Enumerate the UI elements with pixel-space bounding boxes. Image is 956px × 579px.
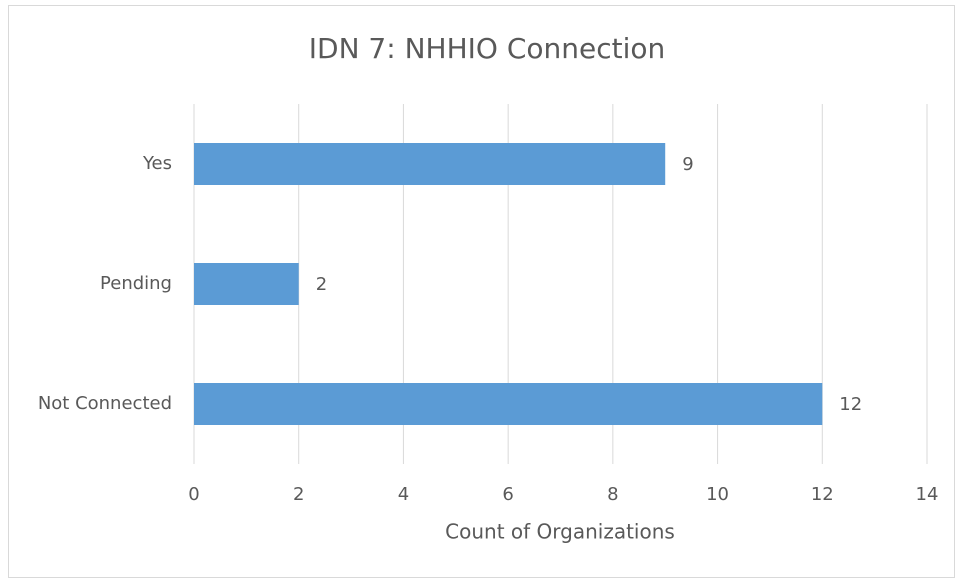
x-tick-label: 12 [811, 484, 834, 505]
x-tick-label: 2 [293, 484, 304, 505]
data-label: 9 [682, 154, 693, 175]
x-tick-label: 6 [502, 484, 513, 505]
bar [194, 263, 299, 305]
data-label: 12 [839, 394, 862, 415]
chart-title: IDN 7: NHHIO Connection [309, 32, 666, 65]
y-tick-label: Yes [142, 153, 172, 174]
y-tick-label: Pending [100, 273, 172, 294]
bar [194, 143, 666, 185]
x-tick-label: 4 [398, 484, 409, 505]
bar [194, 383, 823, 425]
x-tick-label: 14 [916, 484, 939, 505]
x-axis-title: Count of Organizations [445, 520, 675, 544]
chart-border [8, 5, 955, 578]
y-tick-label: Not Connected [38, 393, 172, 414]
x-tick-label: 10 [706, 484, 729, 505]
x-tick-label: 8 [607, 484, 618, 505]
data-label: 2 [316, 274, 327, 295]
x-tick-label: 0 [188, 484, 199, 505]
